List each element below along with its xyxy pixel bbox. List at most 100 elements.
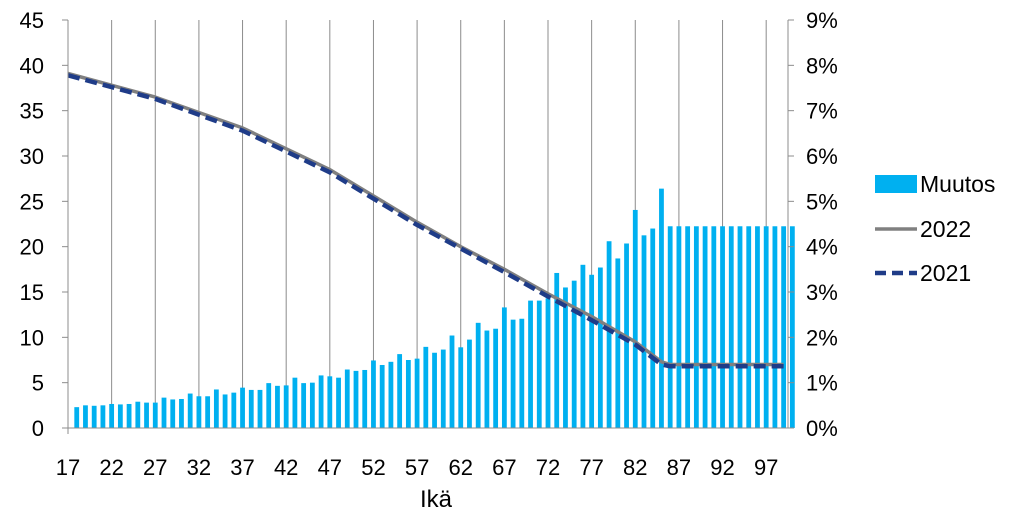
bar-muutos [144,402,149,428]
bar-muutos [405,360,411,428]
right-axis-tick-labels: 0% 1% 2% 3% 4% 5% 6% 7% 8% 9% [806,8,838,441]
bar-muutos [641,235,647,428]
x-tick-label: 27 [143,455,167,480]
bar-muutos [475,322,481,428]
bar-muutos [83,405,88,428]
bar-muutos [196,396,202,428]
legend-label-muutos: Muutos [920,171,995,197]
bar-muutos [240,387,245,428]
bar-muutos [100,405,106,428]
x-tick-label: 22 [99,455,123,480]
bar-muutos [667,226,673,428]
bar-muutos [170,399,176,428]
bar-muutos [632,209,638,428]
bar-muutos [781,226,787,428]
bar-muutos [222,394,228,428]
x-tick-label: 72 [536,455,560,480]
bar-muutos [231,392,237,428]
bar-muutos [248,389,254,428]
bar-muutos [257,389,263,428]
bar-muutos [737,226,743,428]
left-tick-label: 10 [20,325,44,350]
x-tick-label: 57 [405,455,429,480]
x-axis-title: Ikä [420,486,453,513]
x-tick-label: 92 [710,455,734,480]
x-tick-label: 67 [492,455,516,480]
line-series [67,71,784,369]
legend: Muutos 2022 2021 [875,171,995,286]
bar-muutos [789,226,795,428]
bar-muutos [676,226,682,428]
x-tick-label: 87 [667,455,691,480]
bar-muutos [493,328,499,428]
right-tick-label: 3% [806,280,838,305]
left-tick-label: 25 [20,189,44,214]
x-axis-tick-labels: 17 22 27 32 37 42 47 52 57 62 67 72 77 82 87 92 97 [56,455,779,480]
left-tick-label: 0 [32,416,44,441]
bar-muutos [597,267,603,428]
bar-muutos [467,339,472,428]
bar-muutos [266,383,272,428]
line-2022 [67,71,784,367]
bar-muutos [353,370,359,428]
bar-muutos [91,405,97,428]
x-tick-label: 97 [754,455,778,480]
bar-muutos [109,403,115,428]
right-tick-label: 7% [806,99,838,124]
bar-muutos [519,318,525,428]
left-tick-label: 35 [20,99,44,124]
bar-muutos [432,352,437,428]
bar-muutos [650,228,656,428]
bar-muutos [484,330,490,428]
bar-muutos [327,376,333,428]
x-tick-label: 37 [230,455,254,480]
bar-muutos [179,398,184,428]
bar-muutos [152,402,158,428]
legend-label-2022: 2022 [920,216,971,242]
bar-muutos [755,226,760,428]
right-tick-label: 1% [806,371,838,396]
bar-muutos [292,377,298,428]
legend-item-2022: 2022 [875,216,971,242]
bar-muutos [693,226,699,428]
axes [62,19,794,434]
bar-muutos [589,274,595,428]
bar-muutos [275,385,280,428]
x-tick-label: 52 [361,455,385,480]
bar-muutos [545,298,551,428]
x-tick-label: 82 [623,455,647,480]
legend-item-2021: 2021 [875,260,971,286]
right-tick-label: 2% [806,325,838,350]
x-tick-label: 77 [579,455,603,480]
x-tick-label: 32 [187,455,211,480]
bar-muutos [161,397,167,428]
bar-muutos [615,258,621,428]
bar-muutos [554,272,560,428]
x-tick-label: 47 [318,455,342,480]
left-tick-label: 45 [20,8,44,33]
bar-muutos [440,349,446,428]
right-tick-label: 6% [806,144,838,169]
bar-muutos [458,347,464,428]
right-tick-label: 4% [806,235,838,260]
bar-muutos [501,307,507,428]
bar-muutos [763,226,769,428]
bar-muutos [563,287,568,428]
left-axis-tick-labels: 0 5 10 15 20 25 30 35 40 45 [20,8,44,441]
bar-muutos [283,385,289,428]
left-tick-label: 15 [20,280,44,305]
bar-muutos [379,364,385,428]
right-tick-label: 5% [806,189,838,214]
bar-muutos [336,377,341,428]
x-tick-label: 62 [448,455,472,480]
bar-muutos [301,383,307,428]
bar-muutos [423,346,429,428]
bar-muutos [74,407,80,428]
left-tick-label: 40 [20,53,44,78]
bar-muutos [449,335,455,428]
bar-muutos [606,241,612,428]
bar-series-muutos [74,188,795,428]
left-tick-label: 20 [20,235,44,260]
bar-muutos [362,369,368,428]
